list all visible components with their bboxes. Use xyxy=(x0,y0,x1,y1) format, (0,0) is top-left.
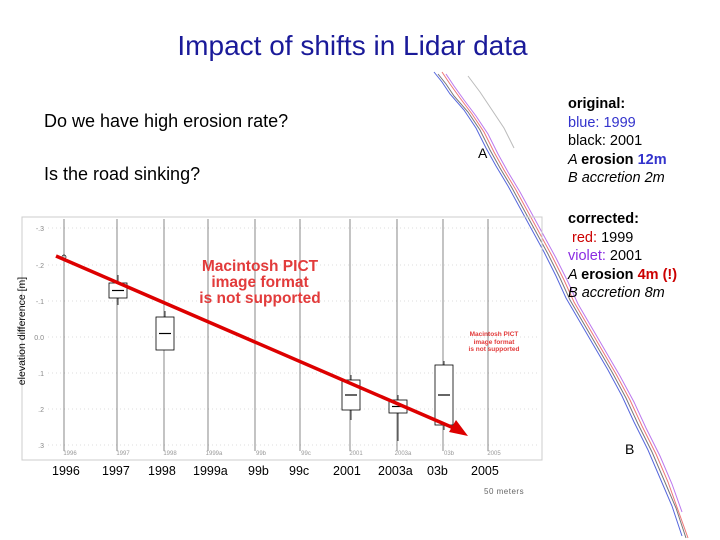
y-tick-label: -.1 xyxy=(36,299,44,306)
inner-year-label: 03b xyxy=(444,451,455,457)
marker-a: A xyxy=(478,145,488,161)
corrected-line-1999: red: 1999 xyxy=(568,229,677,248)
original-color-black: black: xyxy=(568,133,606,149)
corrected-a-bold: erosion xyxy=(581,266,638,283)
y-axis-label: elevation difference [m] xyxy=(16,276,28,386)
shoreline-2001-black xyxy=(437,73,687,539)
original-line-b: B accretion 2m xyxy=(568,169,667,188)
trend-arrow-head xyxy=(449,420,468,436)
shoreline-2001-violet xyxy=(445,73,683,513)
original-a-value: 12m xyxy=(637,151,667,168)
shoreline-map xyxy=(433,71,689,539)
original-line-a: A erosion 12m xyxy=(568,151,667,170)
original-notes: original: blue: 1999 black: 2001 A erosi… xyxy=(568,95,667,188)
corrected-notes: corrected: red: 1999 violet: 2001 A eros… xyxy=(568,210,677,303)
inner-year-label: 2001 xyxy=(349,451,363,457)
corrected-year-2001: 2001 xyxy=(609,248,643,264)
x-axis-label: 1997 xyxy=(102,464,130,478)
inner-year-label: 2005 xyxy=(487,451,501,457)
scale-bar-text: 50 meters xyxy=(484,487,525,496)
road-edge xyxy=(467,75,515,149)
x-axis-label: 03b xyxy=(427,464,448,478)
question-erosion: Do we have high erosion rate? xyxy=(44,111,289,131)
y-tick-label: .3 xyxy=(38,443,44,450)
corrected-line-b: B accretion 8m xyxy=(568,284,677,303)
shoreline-1999-red xyxy=(441,71,689,539)
pict-line-3: is not supported xyxy=(199,290,321,307)
original-line-2001: black: 2001 xyxy=(568,132,667,151)
inner-year-labels: 1996 1997 1998 1999a 99b 99c 2001 2003a 03b 2005 xyxy=(63,451,501,457)
y-tick-label: -.2 xyxy=(36,263,44,270)
y-tick-label: .1 xyxy=(38,371,44,378)
pict-placeholder-small: Macintosh PICT image format is not suppo… xyxy=(452,331,536,354)
pict-small-line-2: image format xyxy=(473,338,515,346)
original-a-prefix: A xyxy=(568,151,582,168)
inner-year-label: 2003a xyxy=(395,451,412,457)
inner-year-label: 1998 xyxy=(163,451,177,457)
scale-bar-label: 50 meters xyxy=(484,487,524,496)
x-axis-label: 1998 xyxy=(148,464,176,478)
x-axis-label: 2001 xyxy=(333,464,361,478)
x-axis-label: 1999a xyxy=(193,464,228,478)
original-b-text: B accretion 2m xyxy=(568,170,665,186)
chart-frame xyxy=(21,216,543,461)
x-axis-label: 2005 xyxy=(471,464,499,478)
original-a-bold: erosion xyxy=(581,151,638,168)
corrected-color-red: red: xyxy=(572,229,598,246)
page-title: Impact of shifts in Lidar data xyxy=(177,30,528,61)
original-heading: original: xyxy=(568,96,626,112)
pict-small-line-1: Macintosh PICT xyxy=(469,331,519,338)
x-axis-label: 99b xyxy=(248,464,269,478)
marker-b: B xyxy=(625,441,635,457)
shoreline-1999-blue xyxy=(433,71,683,537)
corrected-heading: corrected: xyxy=(568,211,639,227)
corrected-a-value: 4m (!) xyxy=(637,266,678,283)
original-year-2001: 2001 xyxy=(609,133,643,149)
corrected-color-violet: violet: xyxy=(568,248,606,264)
inner-year-label: 1999a xyxy=(206,451,223,457)
original-year-1999: 1999 xyxy=(603,114,636,131)
y-tick-label: .2 xyxy=(38,407,44,414)
original-line-1999: blue: 1999 xyxy=(568,114,667,133)
question-road-sinking: Is the road sinking? xyxy=(44,164,201,184)
inner-year-label: 99b xyxy=(256,451,267,457)
pict-line-1: Macintosh PICT xyxy=(201,258,319,275)
original-color-blue: blue: xyxy=(568,114,600,131)
inner-year-label: 99c xyxy=(301,451,311,457)
trend-arrow-line xyxy=(55,254,457,431)
inner-year-label: 1997 xyxy=(116,451,130,457)
x-axis-label: 99c xyxy=(289,464,310,478)
inner-year-label: 1996 xyxy=(63,451,77,457)
y-tick-label: -.3 xyxy=(36,226,44,233)
corrected-line-a: A erosion 4m (!) xyxy=(568,266,677,285)
y-tick-label: 0.0 xyxy=(34,335,44,342)
pict-line-2: image format xyxy=(211,274,309,291)
x-axis-label: 2003a xyxy=(378,464,413,478)
corrected-year-1999: 1999 xyxy=(601,229,634,246)
x-axis-label: 1996 xyxy=(52,464,80,478)
corrected-line-2001: violet: 2001 xyxy=(568,247,677,266)
pict-placeholder-large: Macintosh PICT image format is not suppo… xyxy=(172,259,348,307)
box-plots xyxy=(61,219,489,451)
corrected-a-prefix: A xyxy=(568,266,582,283)
elevation-chart: -.3 -.2 -.1 0.0 .1 .2 .3 1996 1997 1998 1999a 99b 9… xyxy=(21,216,543,461)
y-tick-labels: -.3 -.2 -.1 0.0 .1 .2 .3 xyxy=(34,226,44,450)
corrected-b-text: B accretion 8m xyxy=(568,285,665,301)
pict-small-line-3: is not supported xyxy=(468,346,520,353)
